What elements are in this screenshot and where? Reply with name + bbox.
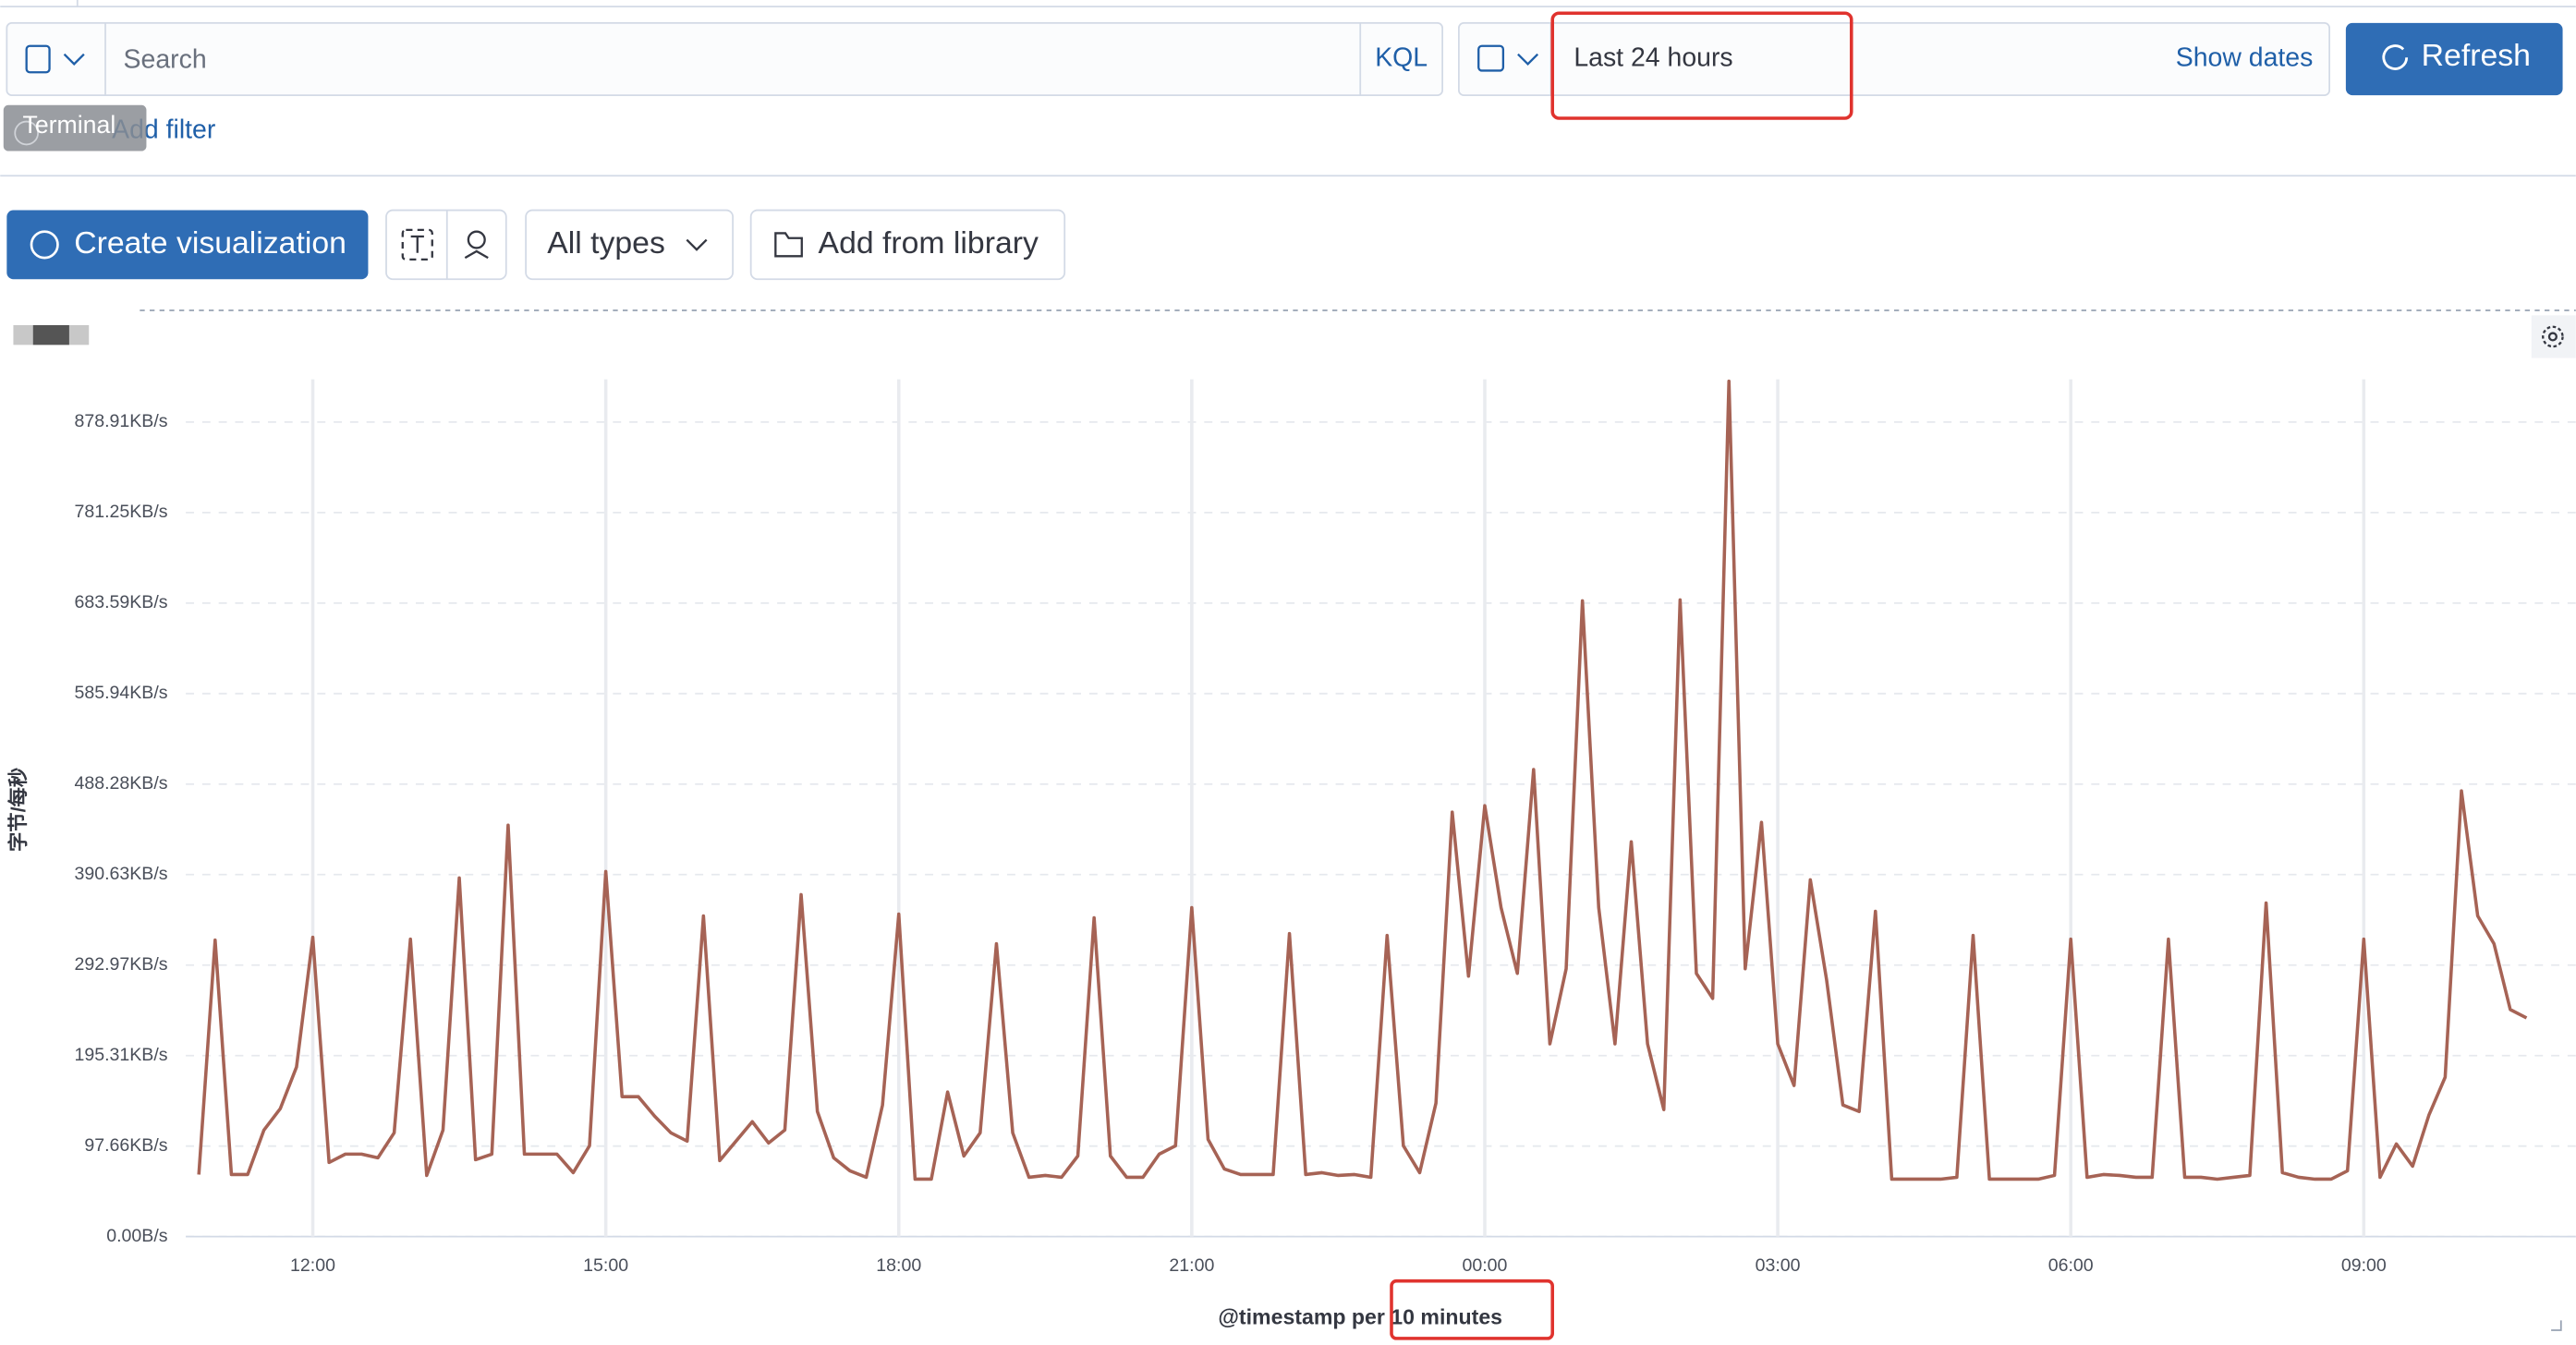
x-tick-label: 00:00 [1463, 1255, 1508, 1276]
data-line [197, 379, 2528, 1181]
x-tick-label: 03:00 [1756, 1255, 1801, 1276]
create-button[interactable] [6, 210, 369, 280]
create-label[interactable]: Create visualization [74, 225, 346, 261]
map-icon[interactable] [467, 230, 486, 249]
x-tick-label: 06:00 [2048, 1255, 2094, 1276]
show-dates[interactable]: Show dates [2176, 43, 2314, 73]
gear-icon[interactable] [2542, 325, 2564, 348]
highlight-box [1550, 11, 1853, 120]
x-tick-label: 12:00 [290, 1255, 335, 1276]
y-axis-label: 字节/每秒 [6, 768, 30, 852]
refresh-icon [2382, 44, 2409, 70]
chevron [63, 53, 85, 66]
y-tick-label: 390.63KB/s [74, 864, 167, 884]
settings-button[interactable] [2531, 315, 2576, 358]
y-tick-label: 488.28KB/s [74, 773, 167, 794]
types-label[interactable]: All types [547, 225, 665, 261]
text-icon-glyph [410, 235, 424, 253]
chart: 字节/每秒 @timestamp per 10 minutes 0.00B/s 9… [6, 379, 2576, 1329]
filter-icon [14, 120, 39, 146]
tooltip [3, 104, 147, 151]
refresh-label[interactable]: Refresh [2422, 38, 2531, 73]
map-icon-base [464, 249, 489, 260]
search-placeholder[interactable]: Search [124, 44, 207, 74]
chevron [1517, 53, 1539, 66]
search-field[interactable] [6, 22, 1443, 96]
y-tick-label: 683.59KB/s [74, 592, 167, 612]
y-tick-label: 97.66KB/s [84, 1135, 167, 1156]
create-icon [30, 230, 59, 260]
resize-handle [2551, 1320, 2562, 1331]
x-tick-label: 21:00 [1169, 1255, 1214, 1276]
x-tick-label: 18:00 [876, 1255, 921, 1276]
kql-button[interactable]: KQL [1375, 43, 1428, 73]
y-tick-label: 292.97KB/s [74, 954, 167, 975]
library-button[interactable] [749, 209, 1066, 281]
folder-icon [774, 232, 803, 258]
x-tick-label: 15:00 [583, 1255, 628, 1276]
date-picker[interactable] [1458, 22, 2330, 96]
chevron [686, 238, 708, 251]
date-range[interactable]: Last 24 hours [1574, 43, 1732, 73]
y-tick-label: 0.00B/s [106, 1226, 168, 1246]
tooltip-text: Terminal [23, 111, 116, 139]
library-label[interactable]: Add from library [819, 225, 1039, 261]
y-tick-label: 585.94KB/s [74, 683, 167, 703]
y-tick-label: 195.31KB/s [74, 1045, 167, 1065]
text-icon[interactable] [401, 228, 433, 261]
x-axis-label: @timestamp per 10 minutes [1218, 1305, 1502, 1329]
highlight-box [1390, 1278, 1554, 1340]
refresh-button[interactable] [2345, 22, 2563, 96]
gear-icon-center [2547, 332, 2558, 342]
types-dropdown[interactable] [525, 209, 734, 281]
calendar-icon[interactable] [1477, 44, 1505, 72]
x-tick-label: 09:00 [2341, 1255, 2387, 1276]
y-tick-label: 878.91KB/s [74, 411, 167, 431]
y-tick-label: 781.25KB/s [74, 502, 167, 522]
save-icon[interactable] [25, 44, 51, 74]
blurred-title [32, 325, 69, 345]
